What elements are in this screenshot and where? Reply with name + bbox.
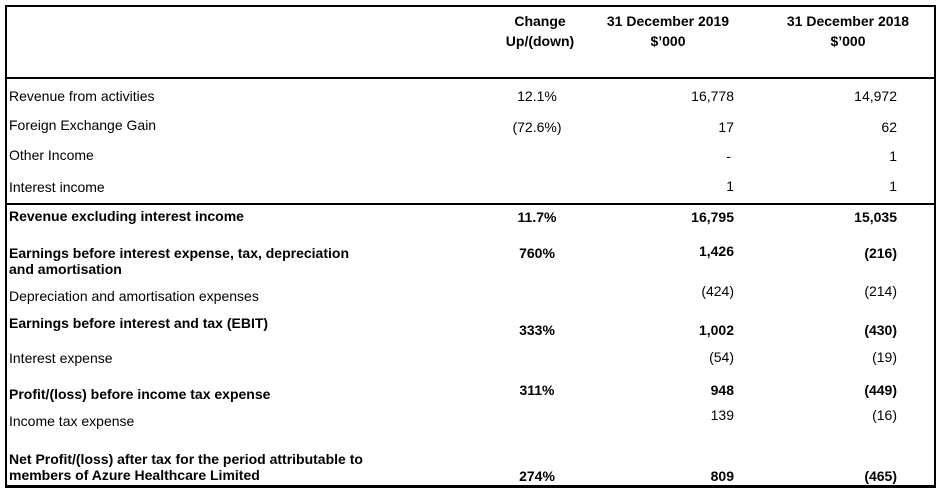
row-label-net-profit: Net Profit/(loss) after tax for the peri… — [9, 451, 363, 483]
section-divider — [5, 203, 936, 205]
row-label-ebitda-line1: Earnings before interest expense, tax, d… — [9, 245, 349, 261]
row-change-profit-before-tax: 311% — [519, 382, 555, 398]
row-2018-net-profit: (465) — [864, 468, 897, 484]
header-divider — [5, 77, 936, 79]
row-change-ebit: 333% — [519, 322, 555, 338]
row-2018-income-tax: (16) — [872, 407, 897, 423]
bottom-divider — [5, 485, 936, 488]
row-change-revenue-activities: 12.1% — [517, 88, 557, 104]
row-label-other-income: Other Income — [9, 147, 94, 163]
row-2019-depreciation: (424) — [701, 283, 734, 299]
row-label-fx-gain: Foreign Exchange Gain — [9, 117, 157, 133]
header-change-line1: Change — [514, 13, 566, 29]
row-2019-interest-expense: (54) — [709, 349, 734, 365]
row-2019-net-profit: 809 — [710, 468, 734, 484]
row-label-net-profit-line1: Net Profit/(loss) after tax for the peri… — [9, 451, 363, 467]
row-change-net-profit: 274% — [519, 468, 555, 484]
table-border — [5, 5, 936, 488]
row-change-fx-gain: (72.6%) — [512, 119, 562, 135]
row-label-profit-before-tax: Profit/(loss) before income tax expense — [9, 386, 271, 402]
header-2018-line1: 31 December 2018 — [786, 13, 910, 29]
row-2018-other-income: 1 — [889, 148, 897, 164]
row-label-depreciation: Depreciation and amortisation expenses — [9, 288, 259, 304]
header-change-line2: Up/(down) — [505, 33, 575, 49]
header-2018-line2: $’000 — [830, 33, 866, 49]
row-2019-revenue-activities: 16,778 — [691, 88, 734, 104]
row-2019-ebitda: 1,426 — [698, 243, 734, 259]
row-label-interest-income: Interest income — [9, 179, 105, 195]
row-2019-profit-before-tax: 948 — [710, 382, 734, 398]
row-2019-income-tax: 139 — [710, 407, 734, 423]
header-2019-line1: 31 December 2019 — [606, 13, 730, 29]
row-2019-revenue-excl-interest: 16,795 — [691, 209, 734, 225]
header-change: Change Up/(down) — [478, 11, 602, 51]
row-2018-ebitda: (216) — [864, 245, 897, 261]
row-2019-fx-gain: 17 — [718, 119, 734, 135]
row-change-revenue-excl-interest: 11.7% — [517, 209, 557, 225]
row-label-ebitda: Earnings before interest expense, tax, d… — [9, 245, 349, 277]
header-2019: 31 December 2019 $’000 — [580, 11, 756, 51]
row-2018-revenue-activities: 14,972 — [854, 88, 897, 104]
row-2019-interest-income: 1 — [726, 178, 734, 194]
row-2019-ebit: 1,002 — [698, 322, 734, 338]
row-2018-interest-income: 1 — [889, 178, 897, 194]
header-2019-line2: $’000 — [650, 33, 686, 49]
row-2018-fx-gain: 62 — [881, 119, 897, 135]
row-label-revenue-activities: Revenue from activities — [9, 88, 155, 104]
row-2018-ebit: (430) — [864, 322, 897, 338]
row-2018-revenue-excl-interest: 15,035 — [854, 209, 897, 225]
row-label-income-tax: Income tax expense — [9, 413, 135, 429]
row-2018-interest-expense: (19) — [872, 349, 897, 365]
row-2018-depreciation: (214) — [864, 283, 897, 299]
header-2018: 31 December 2018 $’000 — [760, 11, 936, 51]
row-2019-other-income: - — [726, 148, 731, 164]
row-label-ebitda-line2: and amortisation — [9, 261, 122, 277]
row-label-net-profit-line2: members of Azure Healthcare Limited — [9, 467, 260, 483]
row-2018-profit-before-tax: (449) — [864, 382, 897, 398]
row-change-ebitda: 760% — [519, 245, 555, 261]
row-label-ebit: Earnings before interest and tax (EBIT) — [9, 315, 269, 331]
row-label-revenue-excl-interest: Revenue excluding interest income — [9, 208, 244, 224]
row-label-interest-expense: Interest expense — [9, 350, 113, 366]
